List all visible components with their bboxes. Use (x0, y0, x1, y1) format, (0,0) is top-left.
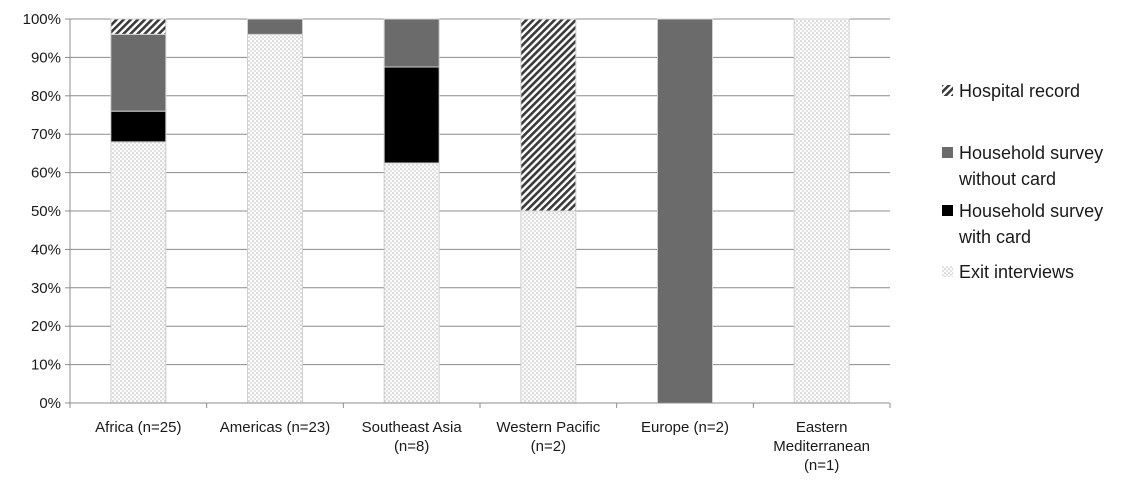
bars (110, 18, 850, 404)
y-tick-label: 30% (31, 280, 61, 297)
legend-label: Household survey without card (958, 143, 1103, 189)
legend: Hospital record Household survey without c… (942, 81, 1103, 282)
bar-segment (110, 33, 167, 112)
legend-label: Exit interviews (959, 262, 1074, 282)
x-axis-categories: Africa (n=25) Americas (n=23) Southeast As… (95, 419, 870, 474)
x-category-label: Europe (n=2) (641, 419, 729, 436)
legend-swatch (942, 205, 953, 216)
legend-swatch (942, 85, 953, 96)
legend-swatch (942, 266, 953, 277)
bar-segment (383, 162, 440, 404)
y-axis-ticks: 0% 10% 20% 30% 40% 50% 60% 70% 80% 90% 100% (23, 11, 70, 412)
bar-segment (793, 18, 850, 404)
bar-segment (383, 18, 440, 68)
bar-segment (247, 18, 303, 35)
bar-segment (110, 110, 167, 143)
y-tick-label: 20% (31, 318, 61, 335)
bar-segment (520, 210, 577, 404)
bar-segment (657, 18, 713, 404)
x-category-label: Southeast Asia (n=8) (362, 419, 463, 455)
bar-segment (520, 18, 577, 212)
gridlines (70, 18, 890, 404)
bar-segment (383, 66, 440, 164)
y-tick-label: 70% (31, 126, 61, 143)
x-category-label: Eastern Mediterranean (n=1) (773, 419, 870, 474)
x-category-label: Americas (n=23) (220, 419, 330, 436)
legend-swatch (942, 147, 953, 158)
y-tick-label: 50% (31, 203, 61, 220)
y-tick-label: 80% (31, 88, 61, 105)
x-category-label: Western Pacific (n=2) (496, 419, 600, 455)
x-category-label: Africa (n=25) (95, 419, 181, 436)
y-tick-label: 40% (31, 241, 61, 258)
y-tick-label: 0% (39, 395, 61, 412)
legend-label: Hospital record (959, 81, 1080, 101)
bar-segment (110, 18, 167, 35)
bar-segment (110, 141, 167, 404)
bar-segment (247, 33, 303, 404)
y-tick-label: 90% (31, 49, 61, 66)
y-tick-label: 100% (23, 11, 61, 28)
axes (69, 19, 891, 408)
y-tick-label: 60% (31, 165, 61, 182)
legend-label: Household survey with card (958, 201, 1103, 247)
y-tick-label: 10% (31, 357, 61, 374)
